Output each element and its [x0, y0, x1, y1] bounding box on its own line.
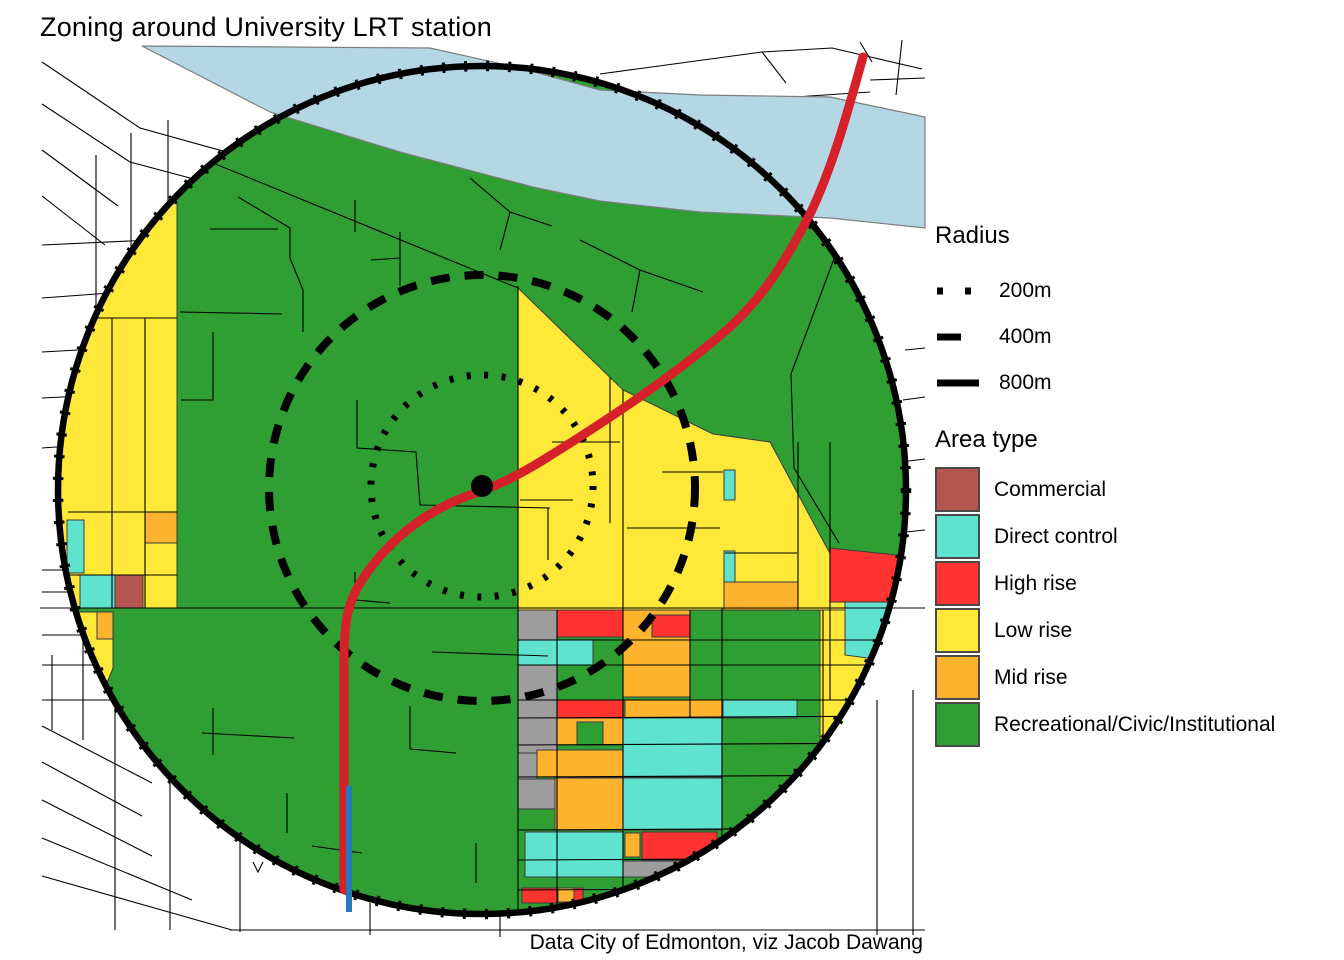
radius-legend: Radius 200m 400m 800m [935, 222, 1052, 406]
dotted-line-sample-icon [937, 287, 983, 295]
caption: Data City of Edmonton, viz Jacob Dawang [529, 931, 923, 954]
mid_rise-swatch-icon [935, 655, 980, 700]
dashed-line-sample-icon [937, 333, 961, 341]
radius-200m-ring [367, 371, 597, 601]
solid-line-sample-icon [937, 379, 979, 387]
radius-legend-title: Radius [935, 222, 1010, 249]
zoning-areas [58, 202, 906, 904]
high_rise-swatch-icon [935, 561, 980, 606]
area-legend-item-direct_control: Direct control [935, 513, 1275, 560]
radius-item-label: 200m [999, 279, 1052, 302]
area-legend-item-high_rise: High rise [935, 560, 1275, 607]
area-legend-title: Area type [935, 426, 1038, 453]
low_rise-swatch-icon [935, 608, 980, 653]
direct_control-swatch-icon [935, 514, 980, 559]
figure-title: Zoning around University LRT station [40, 12, 492, 42]
area-item-label: Recreational/Civic/Institutional [994, 712, 1276, 736]
radius-item-label: 800m [999, 371, 1052, 394]
area-legend-item-commercial: Commercial [935, 466, 1275, 513]
area-legend-item-recreational: Recreational/Civic/Institutional [935, 701, 1275, 748]
area-type-legend: Area type Commercial Direct control High r… [935, 426, 1275, 748]
radius-legend-item-200m: 200m [935, 268, 1052, 314]
area-item-label: Mid rise [994, 665, 1068, 689]
area-legend-item-mid_rise: Mid rise [935, 654, 1275, 701]
area-item-label: High rise [994, 571, 1077, 595]
area-item-label: Commercial [994, 477, 1107, 501]
area-item-label: Low rise [994, 618, 1073, 642]
commercial-swatch-icon [935, 467, 980, 512]
radius-legend-item-800m: 800m [935, 360, 1052, 406]
area-legend-item-low_rise: Low rise [935, 607, 1275, 654]
radius-legend-item-400m: 400m [935, 314, 1052, 360]
area-legend-items: Commercial Direct control High rise Low ris… [935, 466, 1275, 748]
radius-400m-ring [265, 271, 699, 705]
recreational-swatch-icon [935, 702, 980, 747]
lrt-line [339, 52, 868, 895]
radius-legend-items: 200m 400m 800m [935, 268, 1052, 406]
area-item-label: Direct control [994, 524, 1118, 548]
station-dot [471, 475, 493, 497]
radius-item-label: 400m [999, 325, 1052, 348]
radius-800m-ring [52, 60, 912, 920]
